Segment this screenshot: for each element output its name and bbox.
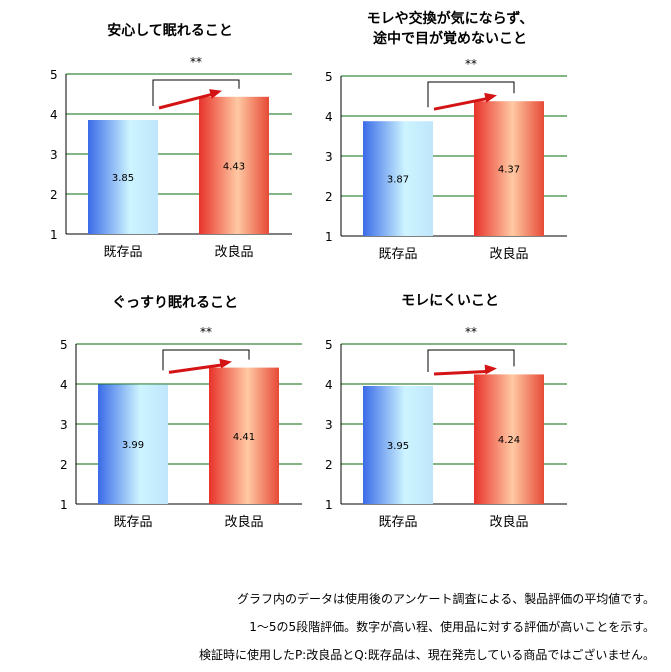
bar <box>363 386 433 504</box>
data-label: 3.95 <box>387 441 409 452</box>
trend-arrow <box>433 96 490 111</box>
x-tick-label: 既存品 <box>113 515 152 530</box>
bar <box>474 374 544 504</box>
chart-title: ぐっすり眠れること <box>112 295 238 311</box>
bar <box>98 384 168 504</box>
x-tick-label: 既存品 <box>103 245 142 260</box>
x-tick-label: 既存品 <box>378 247 417 262</box>
y-tick-label: 5 <box>325 70 333 84</box>
y-tick-label: 1 <box>50 228 58 242</box>
chart-plot: 1 2 3 4 5 3.99 既存品 4.41 改良品 ** <box>60 325 316 534</box>
y-tick-label: 2 <box>325 458 333 472</box>
chart-panel: ぐっすり眠れること 1 2 3 4 5 3.99 既存品 4.41 改良品 ** <box>30 288 320 538</box>
data-label: 4.37 <box>498 165 520 176</box>
chart-title: 安心して眠れること <box>107 23 233 39</box>
footnote: 1～5の5段階評価。数字が高い程、使用品に対する評価が高いことを示す。 <box>249 620 655 634</box>
y-tick-label: 4 <box>325 110 333 124</box>
significance-label: ** <box>190 55 202 69</box>
chart-plot: 1 2 3 4 5 3.85 既存品 4.43 改良品 ** <box>50 55 306 264</box>
chart-title: モレにくいこと <box>401 293 499 309</box>
trend-arrow-head <box>209 89 222 99</box>
data-label: 3.85 <box>112 173 134 184</box>
trend-arrow <box>158 92 215 110</box>
chart-title-line-2: 途中で目が覚めないこと <box>373 31 527 47</box>
bar <box>199 96 269 234</box>
chart-svg: 1 2 3 4 5 3.85 既存品 4.43 改良品 ** <box>50 55 292 260</box>
y-tick-label: 3 <box>50 148 58 162</box>
trend-arrow-head <box>484 92 497 103</box>
chart-panel: 安心して眠れること 1 2 3 4 5 3.85 既存品 4.43 改良品 ** <box>30 18 310 268</box>
significance-label: ** <box>465 325 477 339</box>
y-tick-label: 2 <box>325 190 333 204</box>
chart-panel: モレや交換が気にならず、 途中で目が覚めないこと 1 2 3 4 5 3.87 既存品 4.3… <box>305 10 595 270</box>
y-tick-label: 5 <box>325 338 333 352</box>
significance-bracket <box>152 79 240 106</box>
y-tick-label: 3 <box>60 418 68 432</box>
y-tick-label: 1 <box>325 498 333 512</box>
trend-arrow <box>168 363 225 374</box>
y-tick-label: 4 <box>325 378 333 392</box>
y-tick-label: 3 <box>325 150 333 164</box>
chart-svg: 1 2 3 4 5 3.99 既存品 4.41 改良品 ** <box>60 325 302 530</box>
y-tick-label: 4 <box>50 108 58 122</box>
chart-svg: 1 2 3 4 5 3.87 既存品 4.37 改良品 ** <box>325 57 567 262</box>
trend-arrow-head <box>484 364 497 375</box>
x-tick-label: 改良品 <box>224 514 263 530</box>
significance-bracket <box>427 81 515 108</box>
data-label: 4.41 <box>233 432 255 443</box>
trend-arrow-head <box>219 358 232 369</box>
data-label: 4.24 <box>498 435 520 446</box>
bar <box>88 120 158 234</box>
significance-label: ** <box>465 57 477 71</box>
bar <box>474 101 544 236</box>
y-tick-label: 1 <box>60 498 68 512</box>
footnote: 検証時に使用したP:改良品とQ:既存品は、現在発売している商品ではございません。 <box>198 648 655 662</box>
data-label: 3.87 <box>387 175 409 186</box>
x-tick-label: 改良品 <box>214 244 253 260</box>
y-tick-label: 2 <box>60 458 68 472</box>
chart-title-line-1: モレや交換が気にならず、 <box>366 11 534 27</box>
bar <box>209 367 279 504</box>
y-tick-label: 1 <box>325 230 333 244</box>
y-tick-label: 2 <box>50 188 58 202</box>
x-tick-label: 既存品 <box>378 515 417 530</box>
x-tick-label: 改良品 <box>489 246 528 262</box>
significance-bracket <box>427 349 515 372</box>
chart-plot: 1 2 3 4 5 3.87 既存品 4.37 改良品 ** <box>325 57 581 266</box>
x-tick-label: 改良品 <box>489 514 528 530</box>
significance-label: ** <box>200 325 212 339</box>
y-tick-label: 5 <box>50 68 58 82</box>
y-tick-label: 3 <box>325 418 333 432</box>
y-tick-label: 4 <box>60 378 68 392</box>
chart-plot: 1 2 3 4 5 3.95 既存品 4.24 改良品 ** <box>325 325 581 534</box>
trend-arrow <box>433 369 490 376</box>
y-tick-label: 5 <box>60 338 68 352</box>
significance-bracket <box>162 349 250 371</box>
footnote: グラフ内のデータは使用後のアンケート調査による、製品評価の平均値です。 <box>237 592 655 606</box>
bar <box>363 121 433 236</box>
chart-panel: モレにくいこと 1 2 3 4 5 3.95 既存品 4.24 改良品 ** <box>305 288 595 538</box>
data-label: 3.99 <box>122 440 144 451</box>
data-label: 4.43 <box>223 161 245 172</box>
chart-svg: 1 2 3 4 5 3.95 既存品 4.24 改良品 ** <box>325 325 567 530</box>
